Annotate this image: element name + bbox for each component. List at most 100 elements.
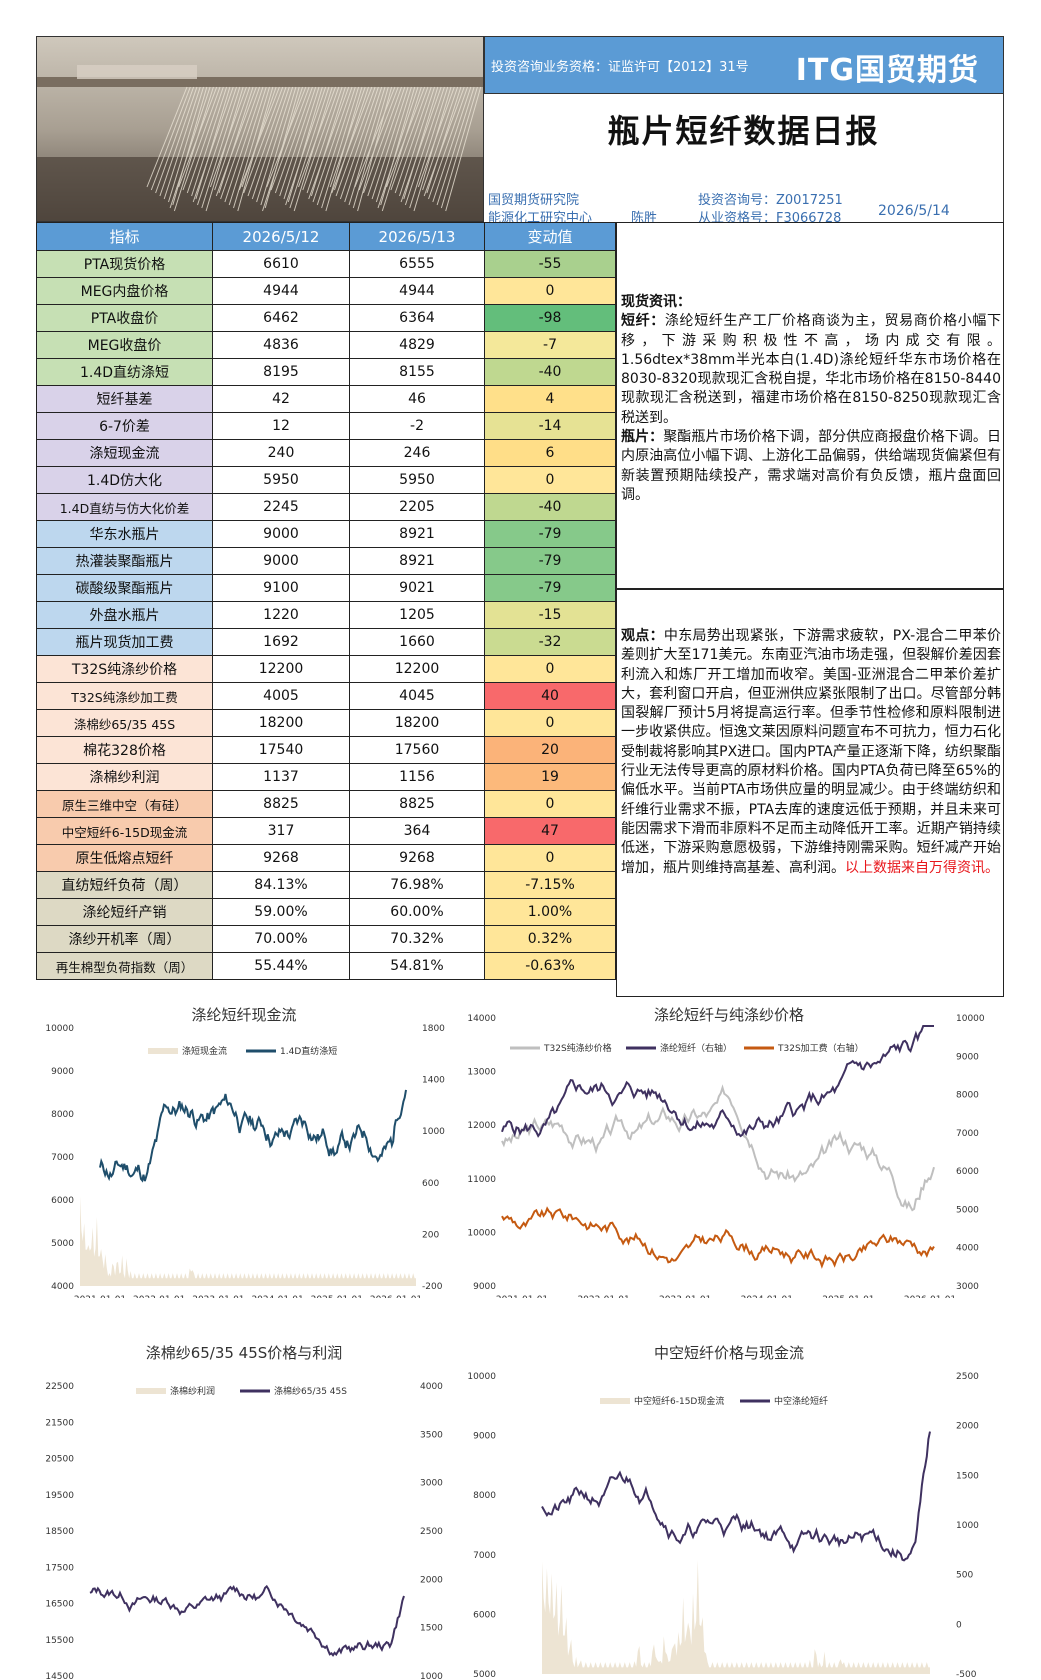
x-axis-tick: 2022-01-01 bbox=[133, 1295, 185, 1298]
x-axis-tick: 2021-01-01 bbox=[496, 1295, 548, 1298]
market-view-text: 观点：中东局势出现紧张，下游需求疲软，PX-混合二甲苯价差则扩大至171美元。东… bbox=[621, 627, 1001, 878]
spot-news-text: 现货资讯： 短纤：涤纶短纤生产工厂价格商谈为主，贸易商价格小幅下移，下游采购积极… bbox=[621, 293, 1001, 505]
indicator-cell: 原生三维中空（有硅） bbox=[36, 790, 213, 818]
change-cell: 1.00% bbox=[484, 898, 616, 926]
table-row: 1.4D直纺涤短 8195 8155 -40 bbox=[36, 358, 616, 386]
value-cell-day1: 5950 bbox=[212, 466, 350, 494]
table-row: 直纺短纤负荷（周） 84.13% 76.98% -7.15% bbox=[36, 871, 616, 899]
value-cell-day2: 8155 bbox=[349, 358, 485, 386]
table-row: 短纤基差 42 46 4 bbox=[36, 385, 616, 413]
value-cell-day1: 9000 bbox=[212, 547, 350, 575]
value-cell-day1: 55.44% bbox=[212, 952, 350, 980]
indicator-cell: T32S纯涤纱加工费 bbox=[36, 682, 213, 710]
right-axis-tick: 3000 bbox=[420, 1479, 443, 1489]
left-axis-tick: 10000 bbox=[467, 1372, 496, 1382]
data-source-note: 以上数据来自万得资讯。 bbox=[845, 859, 999, 876]
right-axis-tick: 600 bbox=[422, 1179, 439, 1189]
indicator-cell: T32S纯涤纱价格 bbox=[36, 655, 213, 683]
legend-label: T32S纯涤纱价格 bbox=[543, 1042, 612, 1054]
value-cell-day2: 8921 bbox=[349, 520, 485, 548]
value-cell-day2: 9268 bbox=[349, 844, 485, 872]
indicator-cell: PTA现货价格 bbox=[36, 250, 213, 278]
company-logo: ITG国贸期货 bbox=[795, 53, 979, 88]
news-heading: 现货资讯： bbox=[621, 294, 691, 310]
institute-name: 国贸期货研究院 bbox=[488, 193, 580, 208]
right-axis-tick: 8000 bbox=[956, 1091, 979, 1101]
table-row: 原生三维中空（有硅） 8825 8825 0 bbox=[36, 790, 616, 818]
change-cell: -0.63% bbox=[484, 952, 616, 980]
x-axis-tick: 2024-01-01 bbox=[741, 1295, 793, 1298]
indicator-cell: 再生棉型负荷指数（周） bbox=[36, 952, 213, 980]
cashflow-area bbox=[80, 1196, 416, 1286]
change-cell: 0 bbox=[484, 790, 616, 818]
x-axis-tick: 2026-01-01 bbox=[370, 1295, 422, 1298]
table-row: 涤纱开机率（周） 70.00% 70.32% 0.32% bbox=[36, 925, 616, 953]
change-cell: -7.15% bbox=[484, 871, 616, 899]
indicator-cell: 涤短现金流 bbox=[36, 439, 213, 467]
value-cell-day1: 18200 bbox=[212, 709, 350, 737]
left-axis-tick: 7000 bbox=[473, 1551, 496, 1561]
left-axis-tick: 8000 bbox=[51, 1110, 74, 1120]
change-cell: 0 bbox=[484, 709, 616, 737]
chart-tc-yarn-price-profit: 涤棉纱65/35 45S价格与利润 22500 21500 20500 19500 185… bbox=[36, 1336, 452, 1680]
view-body: 中东局势出现紧张，下游需求疲软，PX-混合二甲苯价差则扩大至171美元。东南亚汽… bbox=[621, 628, 1002, 876]
legend-swatch-cashflow bbox=[148, 1048, 178, 1054]
legend-label: 涤棉纱65/35 45S bbox=[274, 1385, 347, 1397]
column-header: 2026/5/13 bbox=[349, 222, 485, 251]
table-row: 碳酸级聚酯瓶片 9100 9021 -79 bbox=[36, 574, 616, 602]
indicator-cell: 原生低熔点短纤 bbox=[36, 844, 213, 872]
left-axis-tick: 14500 bbox=[45, 1672, 74, 1680]
indicator-cell: 涤纶短纤产销 bbox=[36, 898, 213, 926]
table-row: 中空短纤6-15D现金流 317 364 47 bbox=[36, 817, 616, 845]
legend-label: 中空涤纶短纤 bbox=[774, 1395, 828, 1407]
value-cell-day1: 9268 bbox=[212, 844, 350, 872]
value-cell-day1: 9000 bbox=[212, 520, 350, 548]
change-cell: 20 bbox=[484, 736, 616, 764]
change-cell: 0 bbox=[484, 844, 616, 872]
left-axis-tick: 14000 bbox=[467, 1014, 496, 1024]
legend-label: 涤短现金流 bbox=[182, 1045, 227, 1057]
report-date: 2026/5/14 bbox=[878, 203, 950, 219]
indicator-cell: MEG收盘价 bbox=[36, 331, 213, 359]
value-cell-day2: 54.81% bbox=[349, 952, 485, 980]
report-page: 投资咨询业务资格：证监许可【2012】31号 ITG国贸期货 瓶片短纤数据日报 … bbox=[36, 36, 1004, 1680]
value-cell-day1: 12200 bbox=[212, 655, 350, 683]
value-cell-day2: 246 bbox=[349, 439, 485, 467]
right-axis-tick: 6000 bbox=[956, 1167, 979, 1177]
x-axis-tick: 2026-01-01 bbox=[904, 1295, 956, 1298]
change-cell: -7 bbox=[484, 331, 616, 359]
right-axis-tick: 7000 bbox=[956, 1129, 979, 1139]
value-cell-day2: 1205 bbox=[349, 601, 485, 629]
value-cell-day2: 70.32% bbox=[349, 925, 485, 953]
left-axis-tick: 10000 bbox=[467, 1228, 496, 1238]
column-header: 变动值 bbox=[484, 222, 616, 251]
change-cell: 0 bbox=[484, 466, 616, 494]
value-cell-day1: 8825 bbox=[212, 790, 350, 818]
chart-hollow-fiber-cashflow: 中空短纤价格与现金流 10000 9000 8000 7000 6000 5000 2500 2… bbox=[454, 1336, 1004, 1680]
legend-label: 中空短纤6-15D现金流 bbox=[634, 1395, 724, 1407]
right-axis-tick: 2500 bbox=[956, 1372, 979, 1382]
value-cell-day1: 4944 bbox=[212, 277, 350, 305]
table-row: 1.4D仿大化 5950 5950 0 bbox=[36, 466, 616, 494]
x-axis-tick: 2024-01-01 bbox=[251, 1295, 303, 1298]
table-row: 涤棉纱65/35 45S 18200 18200 0 bbox=[36, 709, 616, 737]
change-cell: -79 bbox=[484, 574, 616, 602]
legend-label: 1.4D直纺涤短 bbox=[280, 1045, 337, 1057]
value-cell-day1: 4836 bbox=[212, 331, 350, 359]
right-axis-tick: 1000 bbox=[420, 1672, 443, 1680]
value-cell-day1: 240 bbox=[212, 439, 350, 467]
table-row: 热灌装聚酯瓶片 9000 8921 -79 bbox=[36, 547, 616, 575]
indicator-cell: 1.4D直纺涤短 bbox=[36, 358, 213, 386]
textile-banner-image bbox=[36, 36, 484, 222]
indicator-cell: 1.4D直纺与仿大化价差 bbox=[36, 493, 213, 521]
change-cell: 4 bbox=[484, 385, 616, 413]
value-cell-day2: 60.00% bbox=[349, 898, 485, 926]
indicator-cell: 直纺短纤负荷（周） bbox=[36, 871, 213, 899]
value-cell-day2: 8921 bbox=[349, 547, 485, 575]
value-cell-day2: 46 bbox=[349, 385, 485, 413]
market-view-panel: 观点：中东局势出现紧张，下游需求疲软，PX-混合二甲苯价差则扩大至171美元。东… bbox=[616, 589, 1004, 997]
yarn-price-line bbox=[501, 1084, 935, 1212]
data-table: 指标 2026/5/12 2026/5/13 变动值 PTA现货价格 6610 65… bbox=[36, 222, 616, 980]
change-cell: 0.32% bbox=[484, 925, 616, 953]
value-cell-day2: 4944 bbox=[349, 277, 485, 305]
